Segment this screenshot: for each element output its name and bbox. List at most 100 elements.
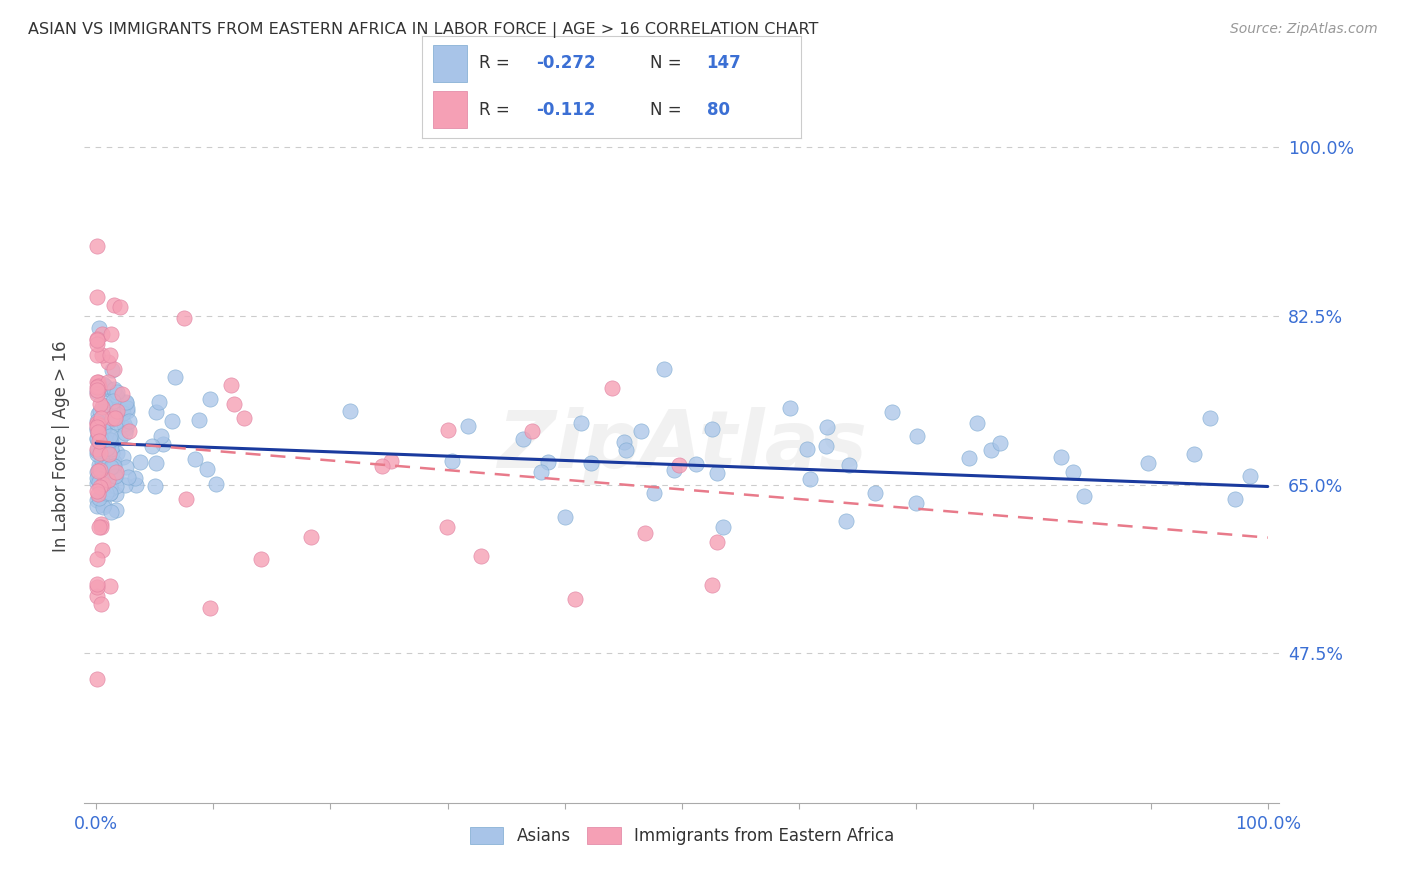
Point	[706, 535, 728, 549]
Point	[103, 298, 125, 312]
Point	[205, 477, 228, 491]
Point	[86, 447, 108, 461]
Point	[86, 551, 108, 566]
Point	[87, 462, 110, 476]
Point	[87, 487, 110, 501]
Point	[104, 467, 127, 482]
Point	[250, 551, 273, 566]
Point	[90, 348, 112, 362]
Point	[124, 470, 146, 484]
Point	[86, 379, 108, 393]
Point	[86, 375, 108, 389]
Point	[98, 486, 121, 500]
Point	[863, 486, 886, 500]
Point	[89, 430, 111, 444]
Point	[815, 419, 838, 434]
Point	[97, 376, 120, 390]
Point	[110, 431, 132, 445]
Point	[145, 456, 167, 470]
Point	[86, 425, 108, 440]
Point	[86, 589, 108, 603]
Point	[91, 543, 114, 558]
Point	[905, 428, 928, 442]
Bar	[433, 45, 467, 82]
Point	[668, 458, 690, 472]
Point	[150, 429, 173, 443]
Point	[90, 410, 112, 425]
Point	[173, 310, 195, 325]
Point	[86, 432, 108, 446]
Point	[706, 466, 728, 480]
Point	[904, 495, 927, 509]
Point	[94, 486, 117, 500]
Point	[103, 382, 125, 396]
Point	[114, 395, 136, 409]
Point	[101, 459, 124, 474]
Point	[108, 301, 131, 315]
Text: ZipAtlas: ZipAtlas	[496, 407, 868, 485]
Point	[98, 382, 121, 396]
Point	[97, 391, 120, 405]
Point	[470, 549, 492, 564]
Point	[115, 404, 138, 418]
Point	[101, 363, 124, 377]
Point	[90, 454, 112, 468]
Point	[114, 426, 136, 441]
Point	[700, 422, 723, 436]
Point	[89, 463, 111, 477]
Point	[634, 525, 657, 540]
Point	[90, 520, 112, 534]
Point	[105, 446, 128, 460]
Point	[90, 326, 112, 341]
Point	[165, 370, 187, 384]
Point	[90, 517, 112, 532]
Point	[198, 392, 221, 406]
Point	[643, 486, 665, 500]
Point	[86, 492, 108, 507]
Point	[89, 430, 111, 444]
Point	[115, 401, 138, 416]
Point	[339, 404, 361, 418]
Point	[141, 439, 163, 453]
Point	[436, 520, 458, 534]
Point	[87, 467, 110, 482]
Point	[101, 411, 124, 425]
Point	[86, 416, 108, 430]
Point	[564, 591, 586, 606]
Point	[105, 384, 128, 399]
Point	[1137, 456, 1160, 470]
Point	[104, 416, 127, 430]
Point	[86, 499, 108, 513]
Point	[299, 530, 322, 544]
Point	[988, 435, 1011, 450]
Point	[103, 362, 125, 376]
Point	[98, 414, 121, 428]
Point	[86, 417, 108, 432]
Text: Source: ZipAtlas.com: Source: ZipAtlas.com	[1230, 22, 1378, 37]
Point	[86, 471, 108, 485]
Point	[86, 333, 108, 347]
Point	[86, 443, 108, 458]
Point	[90, 597, 112, 611]
Point	[96, 441, 118, 455]
Point	[94, 379, 117, 393]
Point	[174, 491, 197, 506]
Point	[87, 421, 110, 435]
Point	[89, 480, 111, 494]
Point	[441, 454, 464, 468]
Text: R =: R =	[478, 101, 520, 119]
Point	[111, 406, 134, 420]
Point	[838, 458, 860, 473]
Point	[86, 442, 108, 456]
Point	[91, 500, 114, 514]
Point	[86, 380, 108, 394]
Point	[86, 581, 108, 595]
Point	[87, 425, 110, 439]
Point	[779, 401, 801, 415]
Point	[1239, 469, 1261, 483]
Point	[219, 378, 242, 392]
Point	[512, 432, 534, 446]
Point	[86, 419, 108, 434]
Point	[143, 479, 166, 493]
Point	[110, 417, 132, 432]
